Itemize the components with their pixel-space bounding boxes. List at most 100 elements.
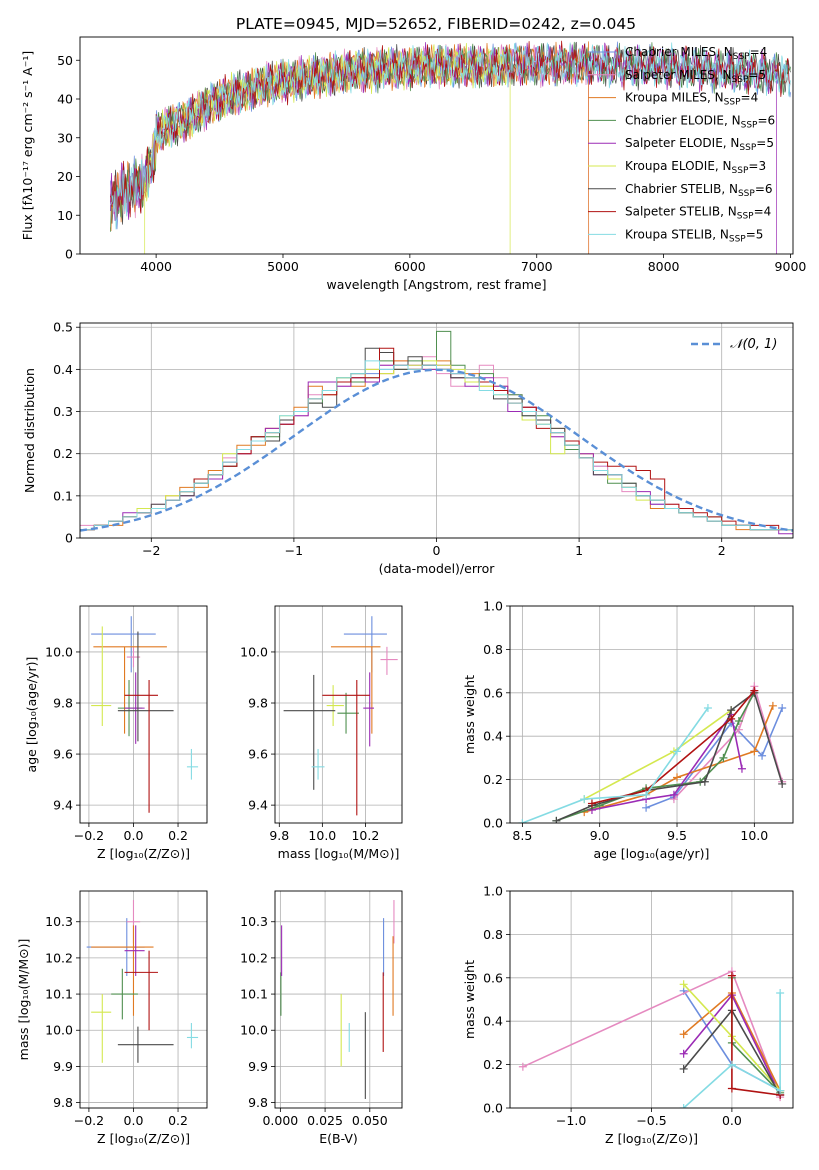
y-tick-label: 0.4 — [483, 1014, 503, 1029]
plus-marker — [679, 1049, 688, 1058]
plus-marker — [750, 747, 759, 756]
y-tick-label: 1.0 — [483, 599, 503, 614]
legend-label: Kroupa ELODIE, NSSP=3 — [625, 159, 766, 176]
y-tick-label: 9.4 — [248, 798, 268, 813]
y-axis-label: Normed distribution — [22, 368, 37, 493]
plus-marker — [580, 795, 589, 804]
y-tick-label: 9.8 — [248, 696, 268, 711]
y-tick-label: 0.2 — [483, 1057, 503, 1072]
y-tick-label: 0.6 — [483, 970, 503, 985]
x-tick-label: 10.0 — [308, 828, 336, 843]
mass-weight-line — [583, 705, 774, 813]
residuals-frame — [79, 322, 794, 539]
massweight_vs_age-axes: 8.5 9.0 9.5 10.0 0.0 0.2 0.4 0.6 0.8 1.0 age [log₁… — [462, 599, 793, 861]
x-tick-label: 9.5 — [667, 828, 687, 843]
y-tick-label: 0.8 — [483, 927, 503, 942]
y-tick-label: 0.0 — [483, 1101, 503, 1116]
plus-marker — [778, 779, 787, 788]
spectrum-model-line — [144, 42, 511, 254]
y-tick-label: 0.4 — [53, 362, 73, 377]
plus-marker — [587, 799, 596, 808]
x-tick-label: −2 — [142, 543, 160, 558]
plus-marker — [679, 1030, 688, 1039]
y-tick-label: 0.6 — [483, 685, 503, 700]
x-tick-label: 9.0 — [590, 828, 610, 843]
y-axis-label: mass [log₁₀(M/M⊙)] — [16, 939, 31, 1061]
x-axis-label: wavelength [Angstrom, rest frame] — [326, 277, 546, 292]
y-tick-label: 0.4 — [483, 729, 503, 744]
figure-title: PLATE=0945, MJD=52652, FIBERID=0242, z=0… — [236, 15, 636, 33]
massweight_vs_age-frame — [509, 605, 794, 824]
plus-marker — [734, 717, 743, 726]
y-tick-label: 9.8 — [248, 1095, 268, 1110]
y-tick-label: 10.0 — [45, 644, 73, 659]
y-axis-label: age [log₁₀(age/yr)] — [24, 657, 39, 773]
massweight_vs_Z-lines — [518, 967, 785, 1108]
age_vs_Z-frame — [79, 605, 208, 824]
x-axis-label: (data-model)/error — [379, 561, 496, 576]
gaussian-curve — [80, 368, 793, 532]
mass-weight-line — [556, 692, 756, 822]
spectrum-legend: Chabrier MILES, NSSP=4 Salpeter MILES, NS… — [588, 45, 775, 244]
plus-marker — [552, 816, 561, 823]
plus-marker — [719, 753, 728, 762]
mass_vs_Z-frame — [79, 890, 208, 1109]
age_vs_mass-axes: 9.8 10.0 10.2 9.4 9.6 9.8 10.0 mass [log₁₀(M/M⊙… — [240, 606, 402, 861]
y-tick-label: 0 — [65, 531, 73, 546]
legend-label: Chabrier ELODIE, NSSP=6 — [625, 113, 775, 130]
age_vs_Z-points — [91, 616, 199, 813]
mass_vs_EBV-frame — [274, 890, 403, 1109]
plus-marker — [737, 764, 746, 773]
y-tick-label: 0 — [65, 247, 73, 262]
y-tick-label: 0.0 — [483, 816, 503, 831]
x-tick-label: 4000 — [140, 259, 172, 274]
mass-weight-line — [673, 683, 783, 800]
legend-label: Salpeter ELODIE, NSSP=5 — [625, 136, 774, 153]
y-tick-label: 50 — [57, 53, 73, 68]
mass-weight-line — [683, 993, 781, 1108]
histograms — [80, 330, 793, 535]
x-tick-label: 10.0 — [740, 828, 768, 843]
y-tick-label: 9.4 — [53, 798, 73, 813]
mass-weight-line — [556, 691, 783, 822]
plus-marker — [669, 790, 678, 799]
y-tick-label: 10.0 — [240, 644, 268, 659]
x-tick-label: 2 — [718, 543, 726, 558]
plus-marker — [727, 1084, 736, 1093]
x-tick-label: 9000 — [775, 259, 807, 274]
plus-marker — [518, 1062, 527, 1071]
plus-marker — [734, 725, 743, 734]
x-tick-label: −1.0 — [556, 1113, 586, 1128]
mass-weight-line — [583, 709, 732, 800]
x-tick-label: 0.2 — [168, 1113, 188, 1128]
y-tick-label: 10.1 — [45, 987, 73, 1002]
x-axis-label: E(B-V) — [319, 1131, 358, 1146]
y-tick-label: 0.5 — [53, 320, 73, 335]
spectrum-axes: 4000 5000 6000 7000 8000 9000 0 10 20 30 40 50 wavel… — [20, 51, 806, 292]
x-tick-label: 0 — [433, 543, 441, 558]
legend-label: Chabrier STELIB, NSSP=6 — [625, 182, 773, 199]
mass_vs_EBV-points — [280, 900, 395, 1099]
histogram-step — [80, 360, 793, 531]
x-tick-label: 10.2 — [351, 828, 379, 843]
plus-marker — [642, 790, 651, 799]
x-axis-label: age [log₁₀(age/yr)] — [594, 846, 710, 861]
spectrum-frame — [79, 36, 794, 255]
x-tick-label: 7000 — [521, 259, 553, 274]
x-tick-label: 0.000 — [262, 1113, 298, 1128]
y-axis-label: Flux [fλ10⁻¹⁷ erg cm⁻² s⁻¹ A⁻¹] — [20, 51, 35, 240]
y-tick-label: 10.3 — [45, 914, 73, 929]
x-tick-label: 8000 — [648, 259, 680, 274]
x-tick-label: −0.2 — [74, 1113, 104, 1128]
y-tick-label: 10 — [57, 208, 73, 223]
massweight_vs_age-lines — [518, 682, 787, 823]
spectrum-lines — [110, 40, 791, 254]
x-tick-label: −0.5 — [636, 1113, 666, 1128]
plus-marker — [768, 701, 777, 710]
plus-marker — [673, 773, 682, 782]
y-tick-label: 30 — [57, 130, 73, 145]
y-tick-label: 10.1 — [240, 987, 268, 1002]
plus-marker — [679, 980, 688, 989]
plus-marker — [727, 706, 736, 715]
